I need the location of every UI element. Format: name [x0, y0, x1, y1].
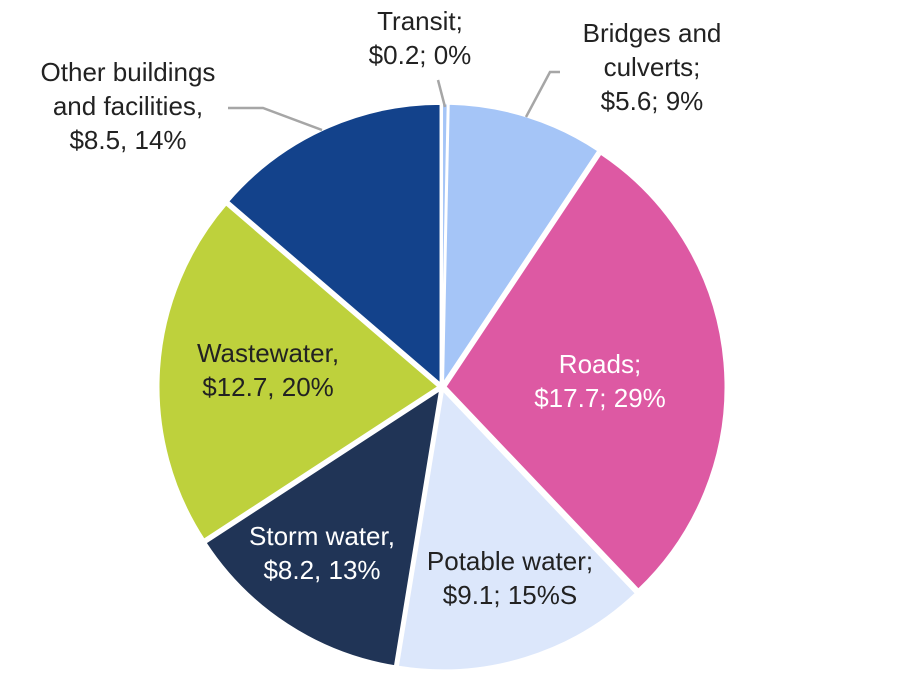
slice-label-other-buildings: Other buildings and facilities, $8.5, 14%: [41, 57, 216, 155]
slice-label-line: Bridges and: [583, 18, 722, 48]
slice-label-bridges-and: Bridges and culverts; $5.6; 9%: [583, 18, 722, 116]
pie-slices: [157, 102, 727, 672]
slice-label-line: $17.7; 29%: [534, 383, 666, 413]
leader-line: [436, 79, 447, 108]
slice-label-line: and facilities,: [53, 91, 203, 121]
pie-slice-wastewater: [157, 202, 441, 542]
slice-label-line: Other buildings: [41, 57, 216, 87]
leader-line: [228, 106, 323, 132]
pie-slice-other-buildings: [226, 102, 442, 386]
slice-label-transit: Transit; $0.2; 0%: [369, 6, 472, 70]
slice-label-line: Storm water,: [249, 521, 395, 551]
slice-label-storm-water: Storm water, $8.2, 13%: [249, 521, 395, 585]
slice-label-potable-water: Potable water; $9.1; 15%S: [427, 546, 593, 610]
pie-slice-storm-water: [204, 387, 442, 668]
slice-label-wastewater: Wastewater, $12.7, 20%: [197, 338, 339, 402]
slice-label-line: Potable water;: [427, 546, 593, 576]
slice-label-line: $0.2; 0%: [369, 40, 472, 70]
slice-label-line: $5.6; 9%: [601, 86, 704, 116]
slice-label-line: $8.5, 14%: [69, 125, 186, 155]
pie-slice-potable-water: [396, 388, 638, 672]
leader-lines: [228, 70, 560, 132]
slice-labels: Transit; $0.2; 0% Bridges and culverts; $5.6…: [41, 6, 722, 610]
pie-slice-roads: [444, 152, 727, 592]
slice-label-line: Wastewater,: [197, 338, 339, 368]
slice-label-roads: Roads; $17.7; 29%: [534, 349, 666, 413]
slice-label-line: $8.2, 13%: [263, 555, 380, 585]
slice-label-line: Transit;: [377, 6, 463, 36]
slice-label-line: culverts;: [604, 52, 701, 82]
leader-line: [524, 70, 560, 118]
slice-label-line: $12.7, 20%: [202, 372, 334, 402]
slice-label-line: $9.1; 15%S: [443, 580, 577, 610]
slice-label-line: Roads;: [559, 349, 641, 379]
